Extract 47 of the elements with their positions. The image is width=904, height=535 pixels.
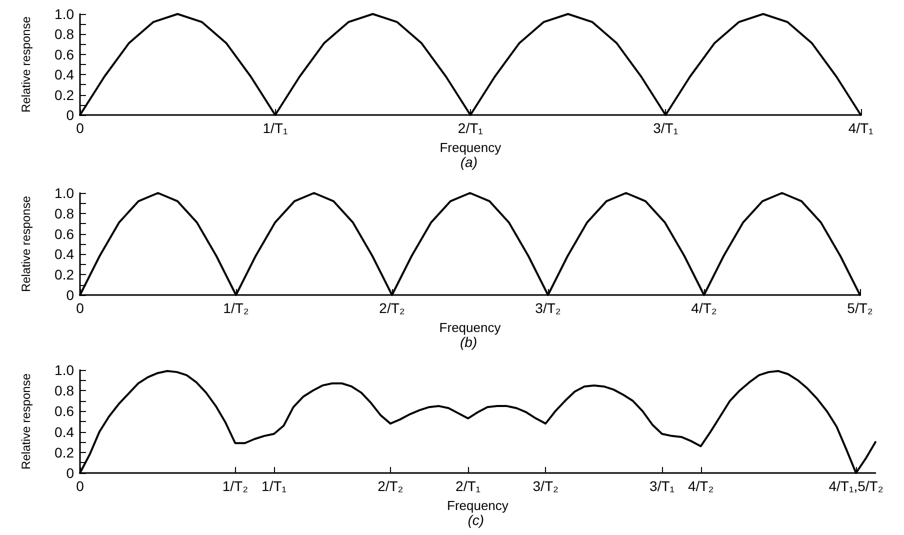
x-tick-label: 0: [76, 300, 84, 316]
y-axis-title: Relative response: [19, 373, 33, 470]
y-tick-label: 0.4: [54, 246, 74, 262]
y-tick-label: 0.2: [54, 444, 74, 460]
x-tick-label: 2/T₁: [458, 120, 484, 136]
y-tick-label: 1.0: [54, 6, 74, 22]
x-tick-label: 2/T₁: [456, 478, 481, 494]
x-axis-title: Frequency: [440, 140, 502, 155]
x-tick-label: 2/T₂: [379, 300, 405, 316]
y-tick-label: 0: [66, 107, 74, 123]
y-tick-label: 0.8: [54, 382, 74, 399]
x-tick-label: 4/T₁,5/T₂: [828, 478, 884, 494]
y-tick-label: 0.2: [54, 86, 74, 103]
y-tick-label: 1.0: [54, 362, 74, 378]
y-tick-label: 0.4: [54, 66, 74, 83]
y-tick-label: 0: [66, 287, 74, 303]
y-axis-title: Relative response: [19, 16, 33, 113]
y-tick-label: 1.0: [54, 185, 74, 201]
x-axis-title: Frequency: [439, 320, 502, 335]
x-tick-label: 1/T₁: [262, 120, 288, 136]
x-tick-label: 0: [76, 120, 84, 136]
y-axis-title: Relative response: [19, 196, 33, 292]
text: (b): [460, 334, 478, 350]
x-tick-label: 3/T₂: [532, 478, 558, 494]
x-tick-label: 5/T₂: [847, 300, 873, 316]
y-tick-label: 0.8: [54, 205, 74, 222]
text: (c): [468, 512, 484, 528]
x-tick-label: 1/T₂: [222, 478, 248, 494]
x-tick-label: 4/T₂: [691, 300, 717, 316]
x-tick-label: 4/T₂: [688, 478, 714, 494]
y-tick-label: 0.4: [54, 424, 74, 440]
y-tick-label: 0.6: [54, 226, 74, 242]
y-tick-label: 0.6: [54, 403, 74, 420]
x-tick-label: 3/T₁: [650, 478, 675, 494]
x-tick-label: 4/T₁: [848, 120, 874, 136]
text: (a): [460, 154, 478, 170]
y-tick-label: 0.8: [54, 26, 74, 42]
x-tick-label: 0: [76, 478, 84, 494]
x-axis-title: Frequency: [446, 498, 509, 513]
x-tick-label: 3/T₂: [535, 300, 561, 316]
y-tick-label: 0.6: [54, 46, 74, 62]
x-tick-label: 1/T₂: [223, 300, 249, 316]
y-tick-label: 0: [66, 465, 74, 481]
x-tick-label: 1/T₁: [262, 478, 287, 494]
x-tick-label: 3/T₁: [653, 120, 678, 136]
x-tick-label: 2/T₂: [378, 478, 404, 494]
y-tick-label: 0.2: [54, 266, 74, 283]
